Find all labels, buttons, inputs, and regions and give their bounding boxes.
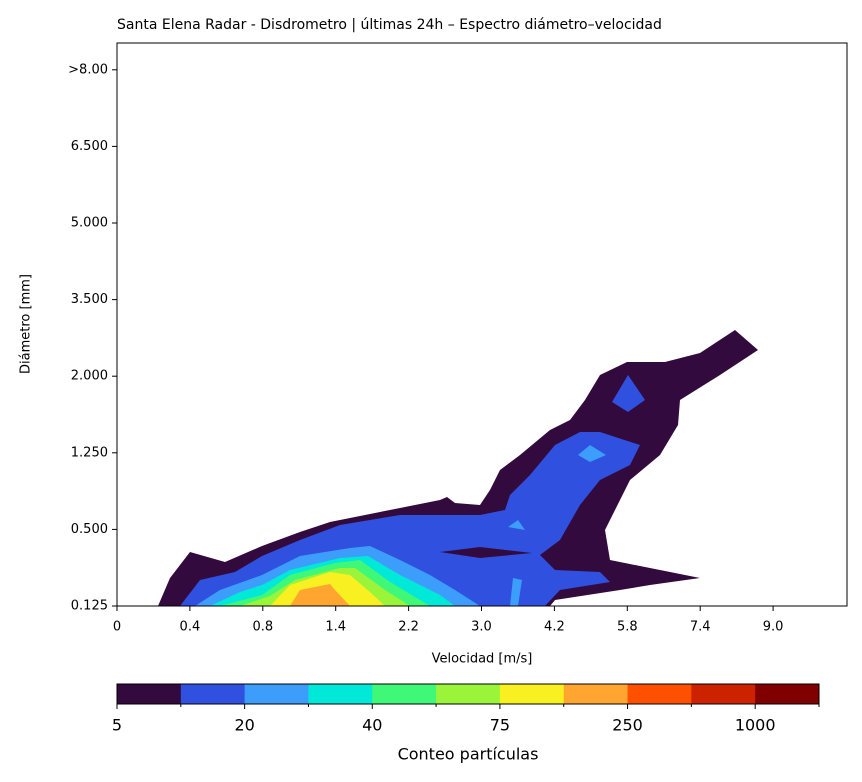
colorbar-band <box>627 684 692 704</box>
colorbar-band <box>755 684 820 704</box>
contour-level-7 <box>290 584 350 606</box>
contour-level-2 <box>195 445 606 606</box>
colorbar-band <box>372 684 437 704</box>
x-tick-label: 1.4 <box>325 620 346 635</box>
x-tick-label: 0.4 <box>180 620 201 635</box>
colorbar-band <box>436 684 501 704</box>
y-tick-label: 2.000 <box>71 369 108 384</box>
x-tick-label: 2.2 <box>398 620 419 635</box>
contour-level-1 <box>180 375 645 606</box>
y-tick-label: 3.500 <box>71 292 108 307</box>
colorbar-tick-label: 75 <box>490 716 510 735</box>
y-tick-label: 5.000 <box>71 216 108 231</box>
y-tick-label: >8.00 <box>68 62 108 77</box>
colorbar-tick-label: 5 <box>112 716 122 735</box>
colorbar-band <box>180 684 246 704</box>
colorbar-band <box>244 684 309 704</box>
colorbar-band <box>117 684 182 704</box>
colorbar-band <box>691 684 756 704</box>
x-tick-label: 4.2 <box>544 620 565 635</box>
y-axis-label: Diámetro [mm] <box>19 274 34 374</box>
x-tick-label: 3.0 <box>471 620 492 635</box>
x-axis-label: Velocidad [m/s] <box>432 652 533 667</box>
colorbar-tick-label: 1000 <box>735 716 776 735</box>
chart-title: Santa Elena Radar - Disdrometro | última… <box>117 17 662 33</box>
y-tick-label: 0.500 <box>71 522 108 537</box>
colorbar-frame <box>116 683 820 705</box>
colorbar-band <box>499 684 565 704</box>
x-tick-label: 0 <box>113 620 121 635</box>
contours <box>158 330 758 606</box>
y-tick-label: 0.125 <box>71 599 108 614</box>
colorbar-band <box>308 684 373 704</box>
colorbar-tick-label: 250 <box>612 716 643 735</box>
x-tick-label: 9.0 <box>763 620 784 635</box>
colorbar-tick-label: 40 <box>362 716 382 735</box>
contour-level-0-inner <box>440 547 532 558</box>
colorbar-tick-label: 20 <box>234 716 254 735</box>
y-tick-label: 6.500 <box>71 139 108 154</box>
colorbar-band <box>563 684 629 704</box>
x-tick-label: 0.8 <box>252 620 273 635</box>
y-tick-label: 1.250 <box>71 445 108 460</box>
colorbar-label: Conteo partículas <box>398 745 539 764</box>
x-tick-label: 5.8 <box>617 620 638 635</box>
x-tick-label: 7.4 <box>690 620 711 635</box>
